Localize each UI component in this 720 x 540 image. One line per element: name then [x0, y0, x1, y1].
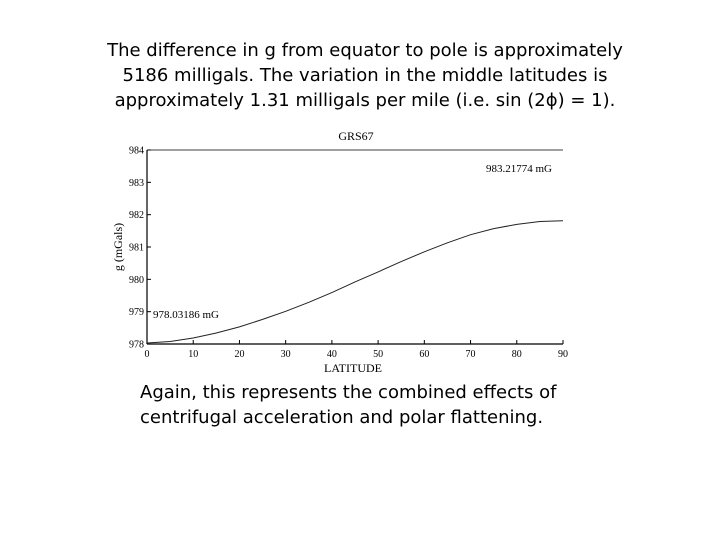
series-layer [146, 220, 564, 344]
y-tick-label: 979 [129, 307, 144, 318]
y-tick-label: 984 [129, 146, 144, 157]
x-tick-label: 0 [145, 349, 150, 360]
heading-line: 5186 milligals. The variation in the mid… [122, 65, 608, 86]
y-tick-label: 980 [129, 275, 144, 286]
annotation-layer: 983.21774 mG 978.03186 mG [153, 163, 552, 321]
caption-line: Again, this represents the combined effe… [140, 382, 557, 403]
slide-caption: Again, this represents the combined effe… [140, 380, 660, 430]
heading-line: approximately 1.31 milligals per mile (i… [114, 90, 616, 111]
x-tick-label: 30 [281, 349, 291, 360]
x-axis-ticks: 0 10 20 30 40 50 60 70 80 90 [145, 340, 568, 360]
x-tick-label: 10 [188, 349, 198, 360]
y-tick-label: 983 [129, 178, 144, 189]
x-tick-label: 20 [234, 349, 244, 360]
x-tick-label: 90 [558, 349, 568, 360]
caption-line: centrifugal acceleration and polar flatt… [140, 407, 544, 428]
chart-title: GRS67 [338, 129, 373, 143]
value-annotation: 978.03186 mG [153, 309, 219, 321]
x-tick-label: 40 [327, 349, 337, 360]
heading-line: The difference in g from equator to pole… [107, 40, 623, 61]
x-tick-label: 80 [512, 349, 522, 360]
x-tick-label: 70 [466, 349, 476, 360]
slide-heading: The difference in g from equator to pole… [40, 38, 690, 113]
y-axis-ticks: 978 979 980 981 982 983 984 [129, 146, 151, 351]
y-tick-label: 978 [129, 340, 144, 351]
value-annotation: 983.21774 mG [486, 163, 552, 175]
x-axis-label: LATITUDE [324, 361, 382, 375]
x-tick-label: 60 [419, 349, 429, 360]
gravity-latitude-chart: GRS67 978 979 980 981 982 983 984 0 10 20 30 40 50 6… [111, 129, 568, 375]
x-tick-label: 50 [373, 349, 383, 360]
y-tick-label: 982 [129, 210, 144, 221]
y-tick-label: 981 [129, 243, 144, 254]
y-axis-label: g (mGals) [111, 223, 125, 271]
series-line [146, 220, 564, 344]
